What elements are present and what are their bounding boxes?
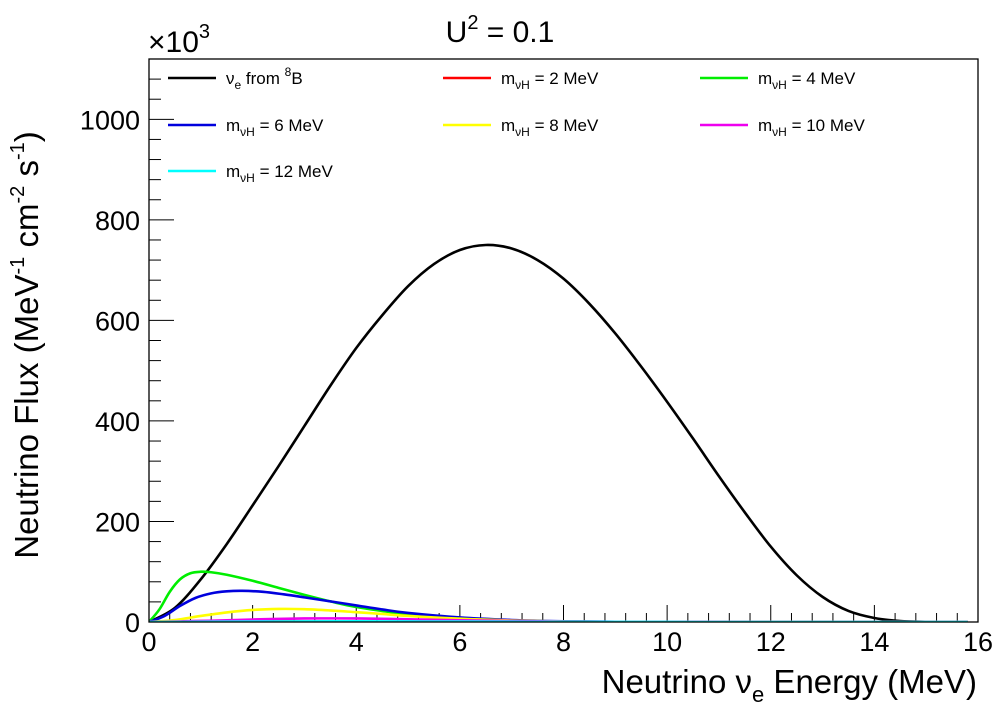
legend-entry-6: mνH = 12 MeV [168,162,333,185]
x-tick-label: 6 [452,627,467,657]
series-line-4 [149,607,968,622]
y-axis-title: Neutrino Flux (MeV-1 cm-2 s-1) [7,131,45,559]
series-line-0 [149,243,968,622]
x-tick-label: 0 [141,627,156,657]
legend-entry-1: mνH = 2 MeV [443,69,599,92]
y-tick-label: 600 [95,306,140,336]
legend-entry-3: mνH = 6 MeV [168,116,324,139]
y-tick-label: 1000 [80,105,140,135]
legend-entry-2: mνH = 4 MeV [700,69,856,92]
x-tick-label: 10 [652,627,682,657]
y-tick-label: 400 [95,407,140,437]
axis-tick-labels: 0 2 4 6 8 10 12 14 16 0 200 400 600 800 1000 [80,105,993,657]
legend: νe from 8B mνH = 2 MeV mνH = 4 MeV mνH = 6 … [168,65,865,185]
x-tick-label: 2 [245,627,260,657]
x-tick-label: 14 [859,627,889,657]
legend-entry-4: mνH = 8 MeV [443,116,599,139]
x-tick-label: 8 [556,627,571,657]
x-tick-label: 12 [756,627,786,657]
legend-label: νe from 8B [226,65,303,92]
x-tick-label: 4 [349,627,364,657]
legend-label: mνH = 4 MeV [758,69,856,92]
legend-entry-0: νe from 8B [168,65,303,92]
legend-label: mνH = 12 MeV [226,162,333,185]
y-multiplier: ×103 [148,21,210,59]
legend-label: mνH = 6 MeV [226,116,324,139]
legend-entry-5: mνH = 10 MeV [700,116,865,139]
x-tick-label: 16 [963,627,993,657]
x-axis-title: Neutrino νe Energy (MeV) [602,663,977,707]
y-tick-label: 0 [125,608,140,638]
y-tick-label: 200 [95,507,140,537]
legend-label: mνH = 2 MeV [501,69,599,92]
legend-label: mνH = 8 MeV [501,116,599,139]
legend-label: mνH = 10 MeV [758,116,865,139]
chart-title: U2 = 0.1 [446,12,555,49]
y-tick-label: 800 [95,206,140,236]
plot-frame [148,58,979,623]
